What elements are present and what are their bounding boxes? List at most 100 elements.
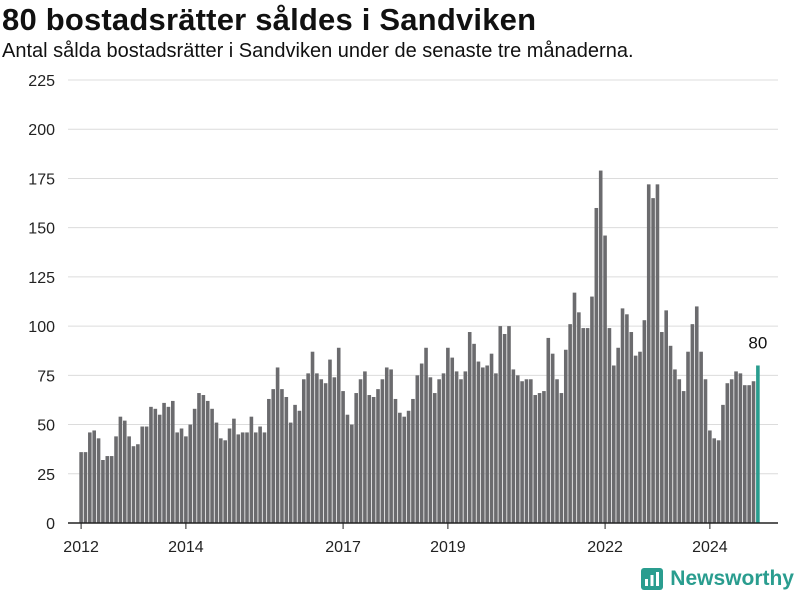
- bar: [568, 324, 572, 523]
- bar: [341, 391, 345, 523]
- x-tick-label: 2019: [430, 539, 466, 556]
- bar: [153, 408, 158, 523]
- bar: [673, 369, 677, 523]
- bar: [240, 432, 245, 523]
- bar: [494, 373, 498, 523]
- bar: [197, 393, 201, 523]
- bar: [559, 393, 564, 523]
- bar: [515, 375, 520, 523]
- bar: [655, 184, 660, 523]
- bar: [354, 393, 358, 523]
- y-tick-label: 125: [28, 270, 55, 287]
- bar: [751, 381, 756, 523]
- bar: [310, 351, 315, 523]
- bar: [734, 371, 738, 523]
- bar: [620, 308, 625, 523]
- bar: [288, 422, 293, 523]
- bar: [297, 410, 302, 523]
- bar: [467, 332, 472, 523]
- bar: [179, 428, 184, 523]
- bar: [424, 347, 428, 523]
- bar: [690, 324, 695, 523]
- bar: [210, 408, 214, 523]
- bar: [402, 416, 407, 523]
- bar: [681, 391, 686, 523]
- brand: Newsworthy: [640, 567, 794, 591]
- y-tick-label: 50: [37, 418, 55, 435]
- x-axis: 2012 2014 2017 2019 2022 2024: [63, 522, 778, 556]
- bar: [376, 389, 380, 523]
- bar: [144, 426, 149, 523]
- bar: [219, 438, 223, 523]
- bar: [358, 379, 363, 523]
- bar: [184, 436, 188, 523]
- bar: [660, 332, 664, 523]
- bar: [747, 385, 751, 523]
- bar: [345, 414, 350, 523]
- bar: [306, 373, 310, 523]
- bar: [96, 438, 101, 523]
- bar: [686, 351, 690, 523]
- bar: [275, 367, 280, 523]
- bar: [398, 412, 402, 523]
- bar: [542, 391, 546, 523]
- bar: [332, 377, 337, 523]
- bar: [607, 328, 612, 523]
- bar: [633, 355, 638, 523]
- bar: [677, 379, 682, 523]
- bar: [284, 396, 289, 523]
- bar: [485, 365, 489, 523]
- bar: [472, 343, 476, 523]
- bar: [384, 367, 389, 523]
- bar: [188, 424, 193, 523]
- bar: [572, 292, 577, 523]
- bar: [476, 361, 481, 523]
- bar-highlight: [756, 365, 760, 523]
- bar: [92, 430, 96, 523]
- bar: [742, 385, 747, 523]
- x-tick-label: 2017: [325, 539, 361, 556]
- bar: [223, 440, 227, 523]
- bar: [712, 438, 717, 523]
- bars: [79, 170, 760, 524]
- bar: [166, 406, 171, 523]
- bar: [428, 377, 433, 523]
- bar: [380, 379, 385, 523]
- bar: [520, 381, 524, 523]
- bar: [721, 404, 725, 523]
- bar: [642, 320, 647, 523]
- bar: [415, 375, 420, 523]
- bar: [227, 428, 232, 523]
- bar: [419, 363, 424, 523]
- bar: [550, 353, 555, 523]
- bar: [371, 396, 376, 523]
- data-label: 80: [748, 333, 767, 352]
- brand-name: Newsworthy: [670, 567, 794, 590]
- bar: [581, 328, 586, 523]
- annotations: 80: [748, 333, 767, 352]
- bar: [625, 314, 629, 523]
- bar: [136, 444, 140, 523]
- bar: [481, 367, 485, 523]
- bar: [280, 389, 284, 523]
- bar: [249, 416, 254, 523]
- bar: [537, 393, 542, 523]
- bar: [603, 235, 607, 524]
- bar: [450, 357, 455, 523]
- chart-subtitle: Antal sålda bostadsrätter i Sandviken un…: [2, 40, 634, 62]
- bar: [507, 326, 511, 523]
- bar: [127, 436, 131, 523]
- bar: [668, 345, 673, 523]
- bar: [533, 395, 537, 523]
- x-tick-label: 2024: [692, 539, 728, 556]
- bar: [555, 379, 559, 523]
- y-tick-label: 225: [28, 73, 55, 90]
- x-tick-label: 2022: [587, 539, 623, 556]
- bar: [109, 456, 114, 523]
- bar: [118, 416, 123, 523]
- bar: [175, 432, 179, 523]
- bar: [432, 393, 437, 523]
- y-axis: 0 25 50 75 100 125 150 175 200 225: [28, 73, 55, 533]
- bar: [694, 306, 699, 523]
- bar: [699, 351, 703, 523]
